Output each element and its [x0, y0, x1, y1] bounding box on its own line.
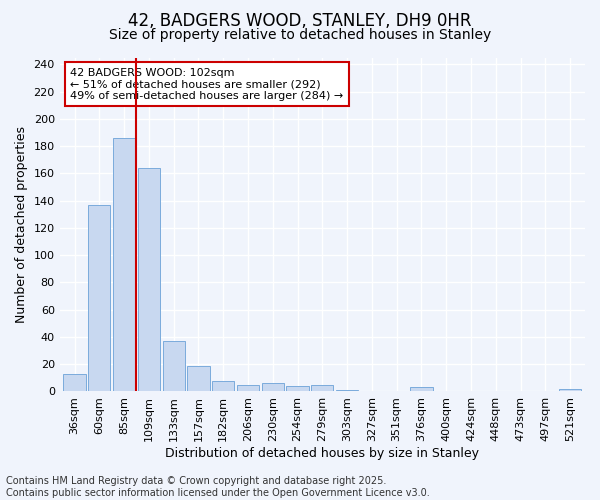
Text: Contains HM Land Registry data © Crown copyright and database right 2025.
Contai: Contains HM Land Registry data © Crown c…: [6, 476, 430, 498]
Text: 42 BADGERS WOOD: 102sqm
← 51% of detached houses are smaller (292)
49% of semi-d: 42 BADGERS WOOD: 102sqm ← 51% of detache…: [70, 68, 343, 100]
Bar: [113, 138, 135, 392]
Bar: [410, 388, 433, 392]
Bar: [187, 366, 209, 392]
Bar: [163, 341, 185, 392]
Y-axis label: Number of detached properties: Number of detached properties: [15, 126, 28, 323]
X-axis label: Distribution of detached houses by size in Stanley: Distribution of detached houses by size …: [166, 447, 479, 460]
Bar: [311, 384, 334, 392]
Bar: [64, 374, 86, 392]
Bar: [286, 386, 309, 392]
Bar: [336, 390, 358, 392]
Bar: [237, 384, 259, 392]
Bar: [559, 388, 581, 392]
Bar: [138, 168, 160, 392]
Text: Size of property relative to detached houses in Stanley: Size of property relative to detached ho…: [109, 28, 491, 42]
Bar: [88, 204, 110, 392]
Bar: [212, 380, 235, 392]
Text: 42, BADGERS WOOD, STANLEY, DH9 0HR: 42, BADGERS WOOD, STANLEY, DH9 0HR: [128, 12, 472, 30]
Bar: [262, 384, 284, 392]
